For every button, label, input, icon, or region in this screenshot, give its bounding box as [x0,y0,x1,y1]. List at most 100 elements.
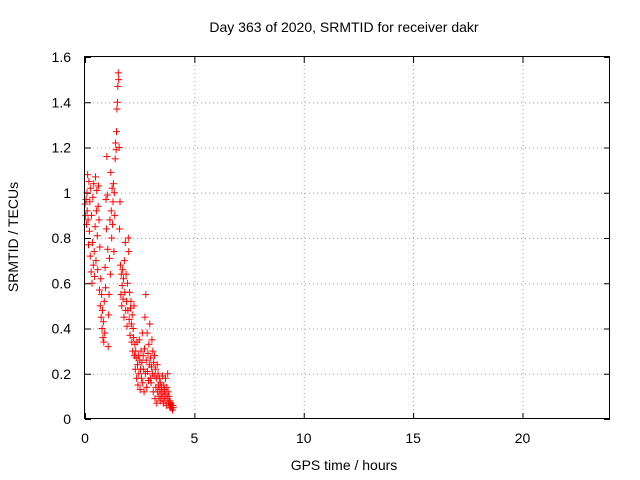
data-point [154,370,162,378]
data-point [98,325,106,332]
x-tick-label: 15 [405,430,421,446]
data-point [97,275,105,283]
data-point [108,184,116,192]
data-point [92,257,100,265]
data-point [163,383,171,391]
data-point [92,207,100,215]
chart-title: Day 363 of 2020, SRMTID for receiver dak… [209,19,479,35]
data-point [123,322,131,330]
data-point [85,177,93,185]
data-point [125,315,133,323]
data-point [169,404,177,412]
data-point [87,268,95,276]
data-point [102,196,110,204]
data-point [98,291,106,299]
data-point [100,338,108,346]
y-tick-label: 0.6 [52,275,72,291]
data-point [146,320,154,328]
data-point [94,266,102,274]
data-point [137,374,145,382]
y-tick-labels: 0 0.2 0.4 0.6 0.8 1 1.2 1.4 1.6 [52,49,72,427]
data-point [143,329,151,337]
x-tick-label: 20 [515,430,531,446]
data-point [84,216,92,224]
data-point [89,193,97,201]
data-point [101,263,109,271]
data-point [142,291,150,299]
data-point [134,381,142,389]
data-point [164,370,172,378]
data-point [91,223,99,231]
data-point [96,243,104,251]
data-point [82,211,90,219]
data-point [119,266,127,274]
data-point [84,171,92,179]
data-point [127,320,135,328]
data-point [142,356,150,364]
data-point [103,191,111,199]
data-point [89,261,97,269]
data-point [96,302,104,310]
data-point [92,173,99,181]
data-point [151,395,159,403]
y-tick-label: 1 [63,185,71,201]
data-point [120,275,127,283]
data-point [113,128,120,136]
data-point [116,198,124,206]
data-point [95,286,103,294]
data-point [116,225,124,233]
data-point [109,180,117,188]
data-point [123,279,131,287]
data-point [148,336,156,344]
data-point [141,345,148,353]
data-point [111,211,119,219]
data-point [102,284,110,292]
data-point [113,98,121,106]
x-tick-label: 5 [190,430,198,446]
data-point [140,365,148,373]
data-point [118,282,126,290]
data-point [107,168,115,176]
grid [85,57,610,419]
data-point [86,198,94,206]
data-point [87,184,95,192]
data-point [95,216,103,224]
data-point [130,302,138,310]
data-point [90,248,98,256]
data-point [148,363,155,371]
data-point [97,313,105,321]
data-point [135,336,143,344]
data-point [144,367,152,375]
y-tick-label: 1.6 [52,49,72,65]
data-point [101,329,109,337]
data-point [108,234,116,242]
data-point [99,318,107,326]
data-point [90,180,98,188]
data-point [95,182,103,190]
data-point [114,69,122,77]
data-point [110,248,118,256]
data-point [82,196,90,204]
data-point [103,153,111,161]
x-tick-label: 10 [296,430,312,446]
data-point [147,354,155,362]
data-point [110,189,118,197]
data-point [106,254,113,262]
data-point [111,155,119,163]
data-point [93,232,101,240]
data-point [145,340,153,348]
data-point [141,313,149,321]
x-tick-label: 0 [81,430,89,446]
data-point [88,211,96,219]
data-point [151,352,159,360]
data-point [165,392,173,400]
data-point [94,202,102,210]
data-point [88,279,96,287]
data-point [143,383,151,391]
data-point [113,105,121,113]
data-point [104,343,112,351]
data-point [105,291,113,299]
data-point [162,374,169,382]
data-point [139,352,147,360]
data-point [99,306,106,314]
